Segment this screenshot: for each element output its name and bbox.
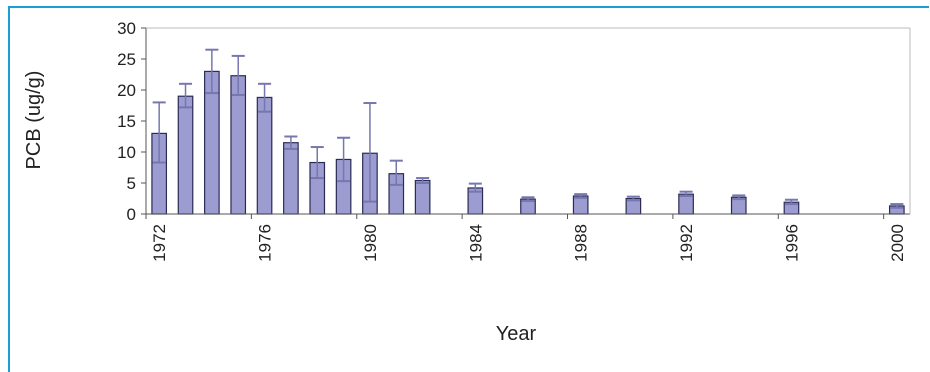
bar-1973 bbox=[177, 95, 194, 215]
x-tick-label-1972: 1972 bbox=[150, 224, 169, 262]
y-tick-label-5: 5 bbox=[127, 174, 136, 193]
y-tick-label-30: 30 bbox=[117, 19, 136, 38]
x-tick-label-2000: 2000 bbox=[888, 224, 907, 262]
y-tick-label-0: 0 bbox=[127, 205, 136, 224]
x-tick-label-1984: 1984 bbox=[466, 224, 485, 262]
y-tick-label-10: 10 bbox=[117, 143, 136, 162]
y-tick-label-20: 20 bbox=[117, 81, 136, 100]
y-axis-title: PCB (ug/g) bbox=[23, 71, 45, 170]
x-tick-label-1988: 1988 bbox=[572, 224, 591, 262]
bar-1982 bbox=[414, 179, 431, 215]
bar-1992 bbox=[678, 193, 694, 215]
x-tick-layer: 1972 1976 1980 1984 1988 1992 1996 2000 bbox=[145, 214, 907, 262]
bar-1977 bbox=[283, 142, 299, 215]
x-tick-label-1976: 1976 bbox=[256, 224, 275, 262]
bar-1975 bbox=[230, 75, 247, 215]
x-axis-title: Year bbox=[496, 323, 537, 345]
x-tick-label-1992: 1992 bbox=[677, 224, 696, 262]
y-tick-label-25: 25 bbox=[117, 50, 136, 69]
y-tick-label-15: 15 bbox=[117, 112, 136, 131]
error-bar-layer bbox=[152, 48, 904, 209]
x-tick-label-1980: 1980 bbox=[361, 224, 380, 262]
bar-1976 bbox=[256, 96, 273, 215]
x-tick-label-1996: 1996 bbox=[782, 224, 801, 262]
y-tick-layer: 0 5 10 15 20 25 30 bbox=[117, 19, 146, 224]
chart-frame bbox=[8, 6, 929, 372]
